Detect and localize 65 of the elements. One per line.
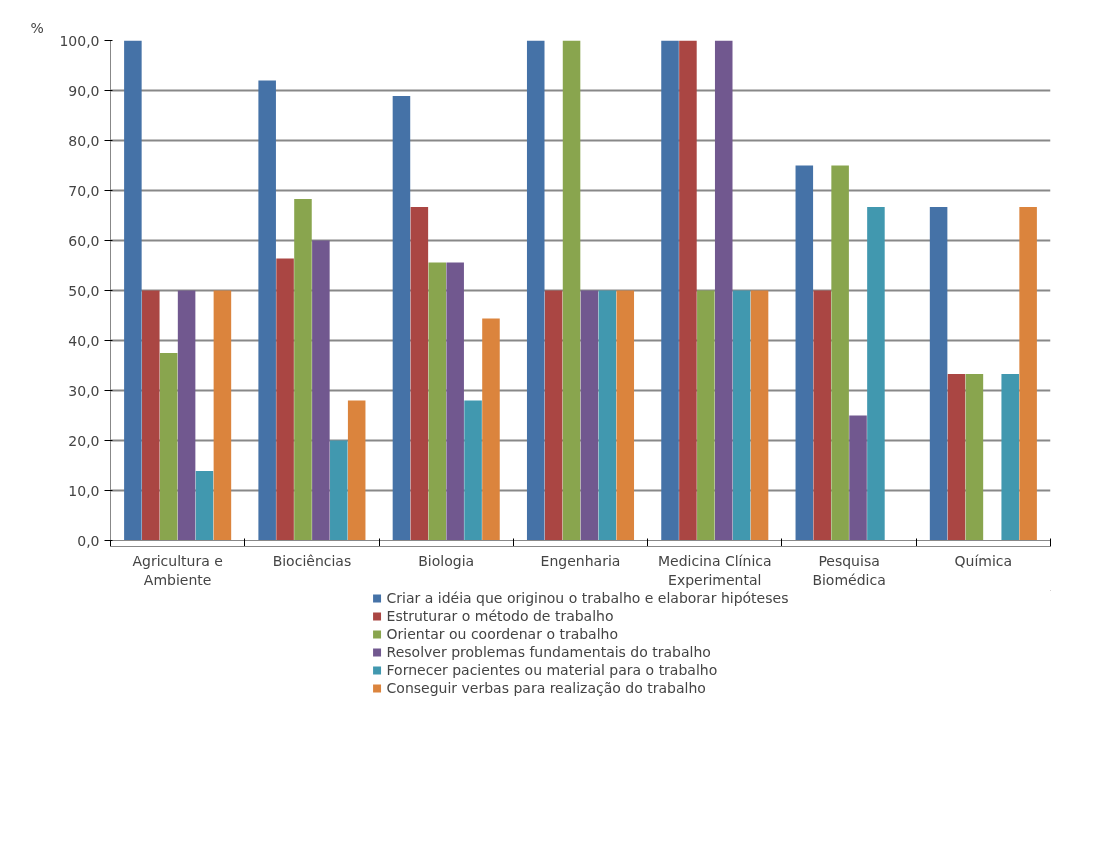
y-tick-label: 80,0 <box>68 132 100 149</box>
bar <box>392 96 411 541</box>
x-tick-label: Biociências <box>272 552 352 569</box>
bar <box>177 290 196 541</box>
bar <box>482 318 500 541</box>
bar <box>526 40 545 541</box>
legend-label: Fornecer pacientes ou material para o trabalho <box>386 662 718 678</box>
bar <box>795 165 814 541</box>
y-tick-label: 90,0 <box>68 82 100 99</box>
bar <box>679 40 697 541</box>
y-tick-label: 60,0 <box>68 232 100 249</box>
bar <box>750 290 769 541</box>
bar <box>195 471 214 541</box>
y-tick-label: 50,0 <box>68 282 100 299</box>
bar <box>598 290 617 541</box>
bar <box>1019 207 1037 541</box>
x-tick-label: Biologia <box>418 552 475 569</box>
legend-label: Resolver problemas fundamentais do trabalho <box>386 644 711 660</box>
y-tick-label: 70,0 <box>68 182 100 199</box>
bar <box>562 40 581 541</box>
y-tick-label: 30,0 <box>68 382 100 399</box>
bar <box>929 207 948 541</box>
bar <box>714 40 733 541</box>
bar <box>294 199 312 541</box>
bar <box>831 165 849 541</box>
x-tick-label: Química <box>954 552 1013 569</box>
bar <box>312 240 330 541</box>
legend-label: Estruturar o método de trabalho <box>386 608 614 624</box>
bar <box>124 40 142 541</box>
bar <box>213 290 232 541</box>
bar <box>410 207 429 541</box>
bar <box>446 262 464 541</box>
x-tick-label: Engenharia <box>540 552 621 569</box>
y-tick-label: 40,0 <box>68 332 100 349</box>
y-tick-label: 0,0 <box>77 532 100 549</box>
bar <box>947 374 966 541</box>
bar <box>580 290 599 541</box>
bar <box>544 290 563 541</box>
bar <box>849 415 867 541</box>
bar <box>813 290 831 541</box>
bar <box>276 258 294 541</box>
bar <box>965 374 984 541</box>
bar <box>330 440 348 541</box>
legend-label: Conseguir verbas para realização do trabalho <box>386 680 706 696</box>
bar <box>142 290 160 541</box>
legend-label: Criar a idéia que originou o trabalho e elaborar hipóteses <box>386 590 789 606</box>
bar <box>428 262 447 541</box>
bar <box>661 40 679 541</box>
bar <box>347 400 366 541</box>
bar <box>464 400 482 541</box>
x-tick-label: Agricultura e Ambiente <box>132 552 223 588</box>
legend-label: Orientar ou coordenar o trabalho <box>386 626 619 642</box>
bar <box>258 80 276 541</box>
bar <box>159 353 178 541</box>
y-tick-label: 20,0 <box>68 432 100 449</box>
bar <box>732 290 751 541</box>
x-tick-label: Pesquisa Biomédica <box>812 552 886 588</box>
bar <box>867 207 885 541</box>
bar <box>697 290 715 541</box>
bar <box>1001 374 1019 541</box>
bar <box>616 290 635 541</box>
y-axis-title: % <box>30 19 44 36</box>
x-tick-label: Medicina Clínica Experimental <box>658 552 772 588</box>
y-tick-label: 100,0 <box>59 32 100 49</box>
y-tick-label: 10,0 <box>68 482 100 499</box>
